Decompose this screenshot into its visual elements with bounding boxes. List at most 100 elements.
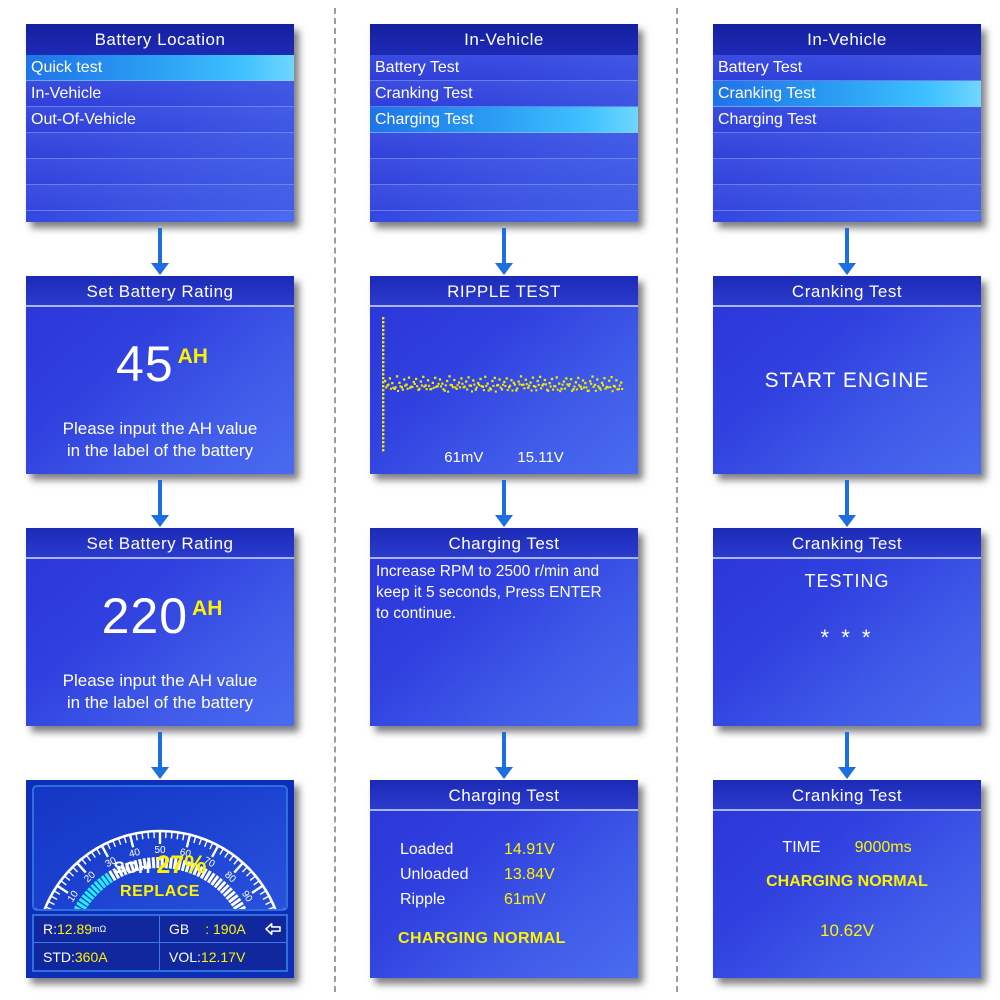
ah-readout: 45 AH (26, 335, 294, 393)
back-arrow-icon[interactable] (264, 922, 282, 936)
screen-charging-results[interactable]: Charging Test Loaded 14.91V Unloaded 13.84… (370, 780, 638, 978)
menu-item-cranking-test[interactable]: Cranking Test (713, 81, 981, 107)
menu-list: Quick test In-Vehicle Out-Of-Vehicle (26, 55, 294, 222)
flow-arrow (151, 228, 169, 275)
resistance-key: R: (43, 921, 57, 937)
crank-time-label: TIME (782, 839, 821, 856)
result-label-unloaded: Unloaded (400, 866, 469, 883)
gauge-svg: 0102030405060708090100 (35, 829, 285, 909)
screen-title: In-Vehicle (370, 24, 638, 55)
result-row: Loaded 14.91V (400, 837, 555, 862)
flow-column-charging-test: In-Vehicle Battery Test Cranking Test Ch… (362, 0, 662, 1000)
flow-arrow (151, 732, 169, 779)
table-cell-resistance: R: 12.89 mΩ (34, 916, 160, 943)
screen-set-battery-rating-45[interactable]: Set Battery Rating 45 AH Please input the… (26, 276, 294, 474)
menu-item-charging-test[interactable]: Charging Test (370, 107, 638, 133)
testing-body: TESTING * * * (713, 559, 981, 726)
svg-text:70: 70 (202, 855, 217, 870)
resistance-value: 12.89 (57, 921, 93, 937)
charging-status-text: CHARGING NORMAL (398, 930, 566, 947)
start-engine-message: START ENGINE (764, 369, 930, 392)
result-row: Unloaded 13.84V (400, 862, 555, 887)
ah-hint-line-1: Please input the AH value (62, 671, 258, 690)
menu-list: Battery Test Cranking Test Charging Test (370, 55, 638, 222)
menu-list: Battery Test Cranking Test Charging Test (713, 55, 981, 222)
ah-hint-line-2: in the label of the battery (66, 693, 254, 712)
screen-start-engine[interactable]: Cranking Test START ENGINE (713, 276, 981, 474)
soh-label: SOH (113, 858, 151, 877)
gb-key: GB (169, 921, 190, 937)
ripple-voltage-value: 15.11V (517, 449, 564, 466)
instruction-line-1: Increase RPM to 2500 r/min and (376, 563, 600, 580)
rating-body: 220 AH Please input the AH value in the l… (26, 559, 294, 726)
flow-column-cranking-test: In-Vehicle Battery Test Cranking Test Ch… (705, 0, 1000, 1000)
screen-charging-instruction[interactable]: Charging Test Increase RPM to 2500 r/min… (370, 528, 638, 726)
ah-unit-label: AH (177, 345, 208, 368)
soh-readout: SOH 27% (34, 851, 286, 880)
instruction-text: Increase RPM to 2500 r/min and keep it 5… (376, 561, 634, 624)
vol-value: 12.17V (200, 948, 246, 965)
ah-value[interactable]: 220 (101, 588, 189, 644)
screen-set-battery-rating-220[interactable]: Set Battery Rating 220 AH Please input th… (26, 528, 294, 726)
menu-item-in-vehicle[interactable]: In-Vehicle (26, 81, 294, 107)
resistance-unit: mΩ (92, 924, 107, 934)
screen-title: In-Vehicle (713, 24, 981, 55)
instruction-line-2: keep it 5 seconds, Press ENTER (376, 584, 602, 601)
menu-item-battery-test[interactable]: Battery Test (713, 55, 981, 81)
menu-item-quick-test[interactable]: Quick test (26, 55, 294, 81)
svg-text:40: 40 (128, 847, 142, 860)
screen-title: Charging Test (370, 528, 638, 559)
rating-body: 45 AH Please input the AH value in the la… (26, 307, 294, 474)
menu-item-blank (370, 159, 638, 185)
screen-cranking-testing[interactable]: Cranking Test TESTING * * * (713, 528, 981, 726)
screen-title: Battery Location (26, 24, 294, 55)
screen-cranking-results[interactable]: Cranking Test TIME 9000ms CHARGING NORMAL… (713, 780, 981, 978)
screen-title: Set Battery Rating (26, 528, 294, 559)
menu-item-out-of-vehicle[interactable]: Out-Of-Vehicle (26, 107, 294, 133)
screen-battery-location[interactable]: Battery Location Quick test In-Vehicle O… (26, 24, 294, 222)
svg-text:50: 50 (154, 845, 166, 856)
flow-arrow (495, 480, 513, 527)
flow-arrow (495, 732, 513, 779)
ah-hint: Please input the AH value in the label o… (26, 670, 294, 714)
screen-in-vehicle-charging[interactable]: In-Vehicle Battery Test Cranking Test Ch… (370, 24, 638, 222)
flow-arrow (838, 480, 856, 527)
ripple-waveform-chart (382, 317, 624, 452)
result-label-loaded: Loaded (400, 841, 454, 858)
screen-in-vehicle-cranking[interactable]: In-Vehicle Battery Test Cranking Test Ch… (713, 24, 981, 222)
svg-text:60: 60 (179, 847, 193, 860)
result-label-ripple: Ripple (400, 891, 446, 908)
screen-title: Cranking Test (713, 276, 981, 307)
ah-value[interactable]: 45 (116, 336, 174, 392)
ah-readout: 220 AH (26, 587, 294, 645)
screen-title: Cranking Test (713, 528, 981, 559)
crank-results-body: TIME 9000ms CHARGING NORMAL 10.62V (713, 811, 981, 978)
menu-item-blank (370, 133, 638, 159)
gb-value: : 190A (205, 921, 246, 937)
soh-value: 27% (156, 851, 207, 879)
menu-item-blank (26, 133, 294, 159)
screen-ripple-test[interactable]: RIPPLE TEST 61mV 15.11V (370, 276, 638, 474)
menu-item-blank (713, 159, 981, 185)
result-value-ripple: 61mV (504, 891, 546, 908)
table-cell-gb: GB : 190A (160, 916, 286, 943)
column-divider-2 (676, 8, 678, 992)
ripple-footer: 61mV 15.11V (370, 449, 638, 466)
screen-title: Set Battery Rating (26, 276, 294, 307)
column-divider-1 (334, 8, 336, 992)
flow-arrow (495, 228, 513, 275)
menu-item-battery-test[interactable]: Battery Test (370, 55, 638, 81)
table-cell-vol: VOL: 12.17V (160, 943, 286, 970)
flow-column-quick-test: Battery Location Quick test In-Vehicle O… (18, 0, 318, 1000)
ripple-mv-value: 61mV (444, 449, 484, 466)
menu-item-cranking-test[interactable]: Cranking Test (370, 81, 638, 107)
std-value: 360A (74, 948, 108, 965)
instruction-line-3: to continue. (376, 605, 457, 622)
instruction-body: Increase RPM to 2500 r/min and keep it 5… (370, 559, 638, 726)
testing-progress-indicator: * * * (820, 625, 874, 650)
menu-item-blank (26, 159, 294, 185)
menu-item-charging-test[interactable]: Charging Test (713, 107, 981, 133)
result-row: Ripple 61mV (400, 887, 555, 912)
